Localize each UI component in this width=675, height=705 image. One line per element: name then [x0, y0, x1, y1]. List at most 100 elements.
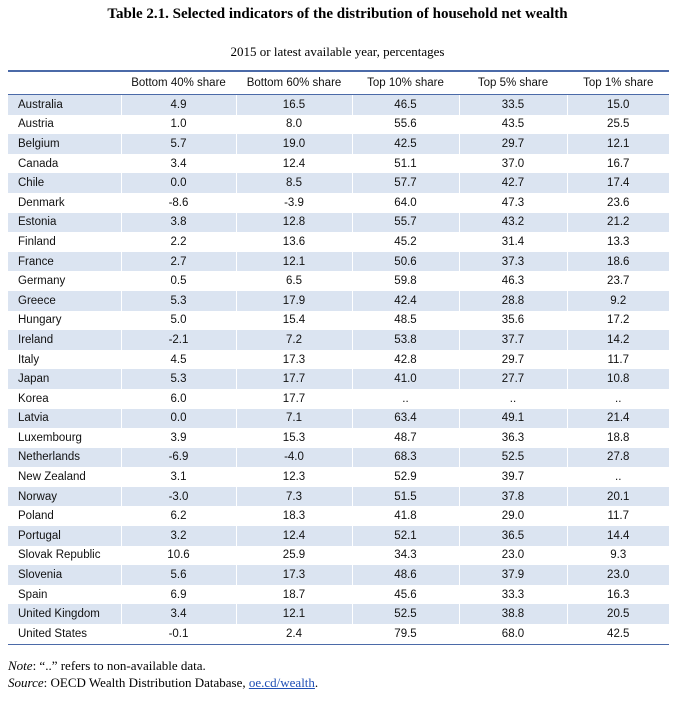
value-cell: -2.1	[120, 330, 236, 350]
value-cell: 18.8	[566, 428, 669, 448]
country-cell: Spain	[8, 584, 121, 605]
value-cell: 52.9	[351, 467, 459, 487]
country-cell: Denmark	[8, 192, 121, 213]
value-cell: 0.0	[120, 173, 236, 193]
value-cell: 23.7	[566, 271, 669, 291]
value-cell: ..	[351, 388, 459, 409]
value-cell: 16.7	[566, 153, 669, 174]
note-label: Note	[8, 658, 33, 673]
value-cell: 2.2	[120, 232, 236, 252]
country-cell: Germany	[8, 271, 121, 291]
value-cell: 38.8	[458, 604, 567, 625]
value-cell: 14.2	[566, 330, 669, 350]
value-cell: 15.3	[235, 428, 352, 448]
table-row: Estonia 3.8 12.8 55.7 43.2 21.2	[8, 212, 669, 233]
country-cell: Hungary	[8, 310, 121, 331]
country-cell: Slovenia	[8, 565, 121, 585]
value-cell: 37.0	[458, 153, 567, 174]
value-cell: 25.5	[566, 114, 669, 135]
value-cell: 17.4	[566, 173, 669, 193]
country-cell: Ireland	[8, 330, 121, 350]
column-header-country	[8, 70, 121, 95]
value-cell: ..	[458, 388, 567, 409]
value-cell: 29.7	[458, 349, 567, 370]
value-cell: 25.9	[235, 545, 352, 566]
table-row: Finland 2.2 13.6 45.2 31.4 13.3	[8, 232, 669, 252]
table-row: Hungary 5.0 15.4 48.5 35.6 17.2	[8, 310, 669, 331]
value-cell: 10.6	[120, 545, 236, 566]
value-cell: 42.4	[351, 290, 459, 311]
value-cell: 17.7	[235, 388, 352, 409]
table-row: Luxembourg 3.9 15.3 48.7 36.3 18.8	[8, 428, 669, 448]
table-row: Portugal 3.2 12.4 52.1 36.5 14.4	[8, 526, 669, 546]
value-cell: 46.3	[458, 271, 567, 291]
value-cell: 23.0	[566, 565, 669, 585]
country-cell: New Zealand	[8, 467, 121, 487]
value-cell: 6.9	[120, 584, 236, 605]
value-cell: 37.9	[458, 565, 567, 585]
column-header-top-5: Top 5% share	[458, 70, 567, 95]
value-cell: 55.7	[351, 212, 459, 233]
value-cell: 52.5	[351, 604, 459, 625]
value-cell: 59.8	[351, 271, 459, 291]
country-cell: Portugal	[8, 526, 121, 546]
table-row: Chile 0.0 8.5 57.7 42.7 17.4	[8, 173, 669, 193]
column-header-bottom-40: Bottom 40% share	[120, 70, 236, 95]
value-cell: 31.4	[458, 232, 567, 252]
value-cell: 36.5	[458, 526, 567, 546]
value-cell: 9.3	[566, 545, 669, 566]
value-cell: -3.9	[235, 192, 352, 213]
value-cell: -0.1	[120, 624, 236, 645]
value-cell: 17.3	[235, 565, 352, 585]
value-cell: 2.4	[235, 624, 352, 645]
value-cell: 16.3	[566, 584, 669, 605]
table-row: Belgium 5.7 19.0 42.5 29.7 12.1	[8, 134, 669, 154]
table-subtitle: 2015 or latest available year, percentag…	[230, 44, 445, 59]
table-row: Norway -3.0 7.3 51.5 37.8 20.1	[8, 486, 669, 507]
note-line: Note: “..” refers to non-available data.	[8, 657, 318, 674]
value-cell: 23.0	[458, 545, 567, 566]
value-cell: 17.2	[566, 310, 669, 331]
table-row: Latvia 0.0 7.1 63.4 49.1 21.4	[8, 408, 669, 429]
value-cell: 12.4	[235, 526, 352, 546]
value-cell: 21.4	[566, 408, 669, 429]
value-cell: ..	[566, 467, 669, 487]
value-cell: 12.8	[235, 212, 352, 233]
value-cell: 45.2	[351, 232, 459, 252]
country-cell: Chile	[8, 173, 121, 193]
value-cell: 46.5	[351, 94, 459, 115]
table-row: Australia 4.9 16.5 46.5 33.5 15.0	[8, 94, 669, 115]
value-cell: 41.0	[351, 369, 459, 389]
country-cell: Luxembourg	[8, 428, 121, 448]
value-cell: 8.5	[235, 173, 352, 193]
header-row: Bottom 40% share Bottom 60% share Top 10…	[8, 70, 669, 95]
value-cell: 20.5	[566, 604, 669, 625]
value-cell: 17.9	[235, 290, 352, 311]
value-cell: 6.0	[120, 388, 236, 409]
value-cell: 0.5	[120, 271, 236, 291]
value-cell: 29.0	[458, 506, 567, 527]
value-cell: 12.1	[235, 604, 352, 625]
value-cell: 42.8	[351, 349, 459, 370]
table-row: Netherlands -6.9 -4.0 68.3 52.5 27.8	[8, 447, 669, 468]
value-cell: 42.7	[458, 173, 567, 193]
value-cell: 48.7	[351, 428, 459, 448]
wealth-table: Bottom 40% share Bottom 60% share Top 10…	[8, 70, 669, 645]
value-cell: 79.5	[351, 624, 459, 645]
value-cell: 7.1	[235, 408, 352, 429]
country-cell: Australia	[8, 94, 121, 115]
country-cell: Belgium	[8, 134, 121, 154]
value-cell: 55.6	[351, 114, 459, 135]
value-cell: 53.8	[351, 330, 459, 350]
value-cell: 33.3	[458, 584, 567, 605]
value-cell: 37.3	[458, 251, 567, 272]
value-cell: 34.3	[351, 545, 459, 566]
country-cell: France	[8, 251, 121, 272]
value-cell: 12.3	[235, 467, 352, 487]
value-cell: 33.5	[458, 94, 567, 115]
source-link[interactable]: oe.cd/wealth	[248, 675, 315, 690]
value-cell: 1.0	[120, 114, 236, 135]
value-cell: 12.4	[235, 153, 352, 174]
value-cell: 5.7	[120, 134, 236, 154]
value-cell: 29.7	[458, 134, 567, 154]
